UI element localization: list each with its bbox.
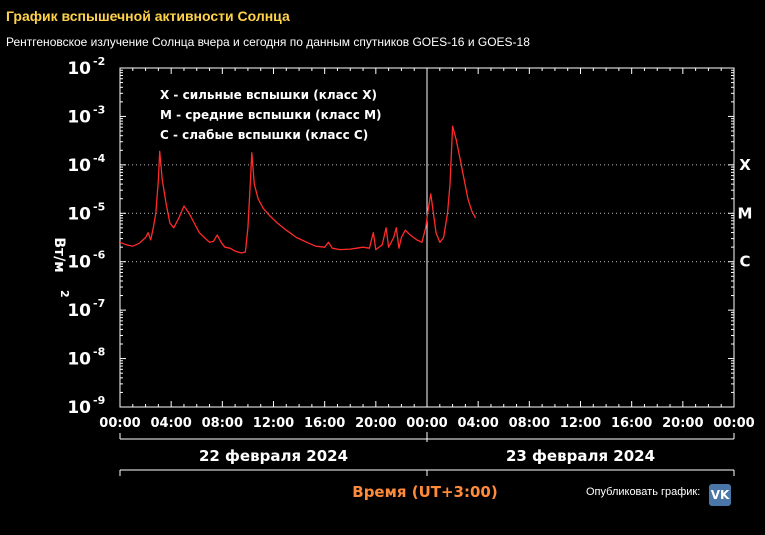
x-tick-label: 12:00 [253,416,294,431]
flux-series-line [119,125,477,254]
y-tick-label: 10 [67,398,91,418]
y-tick-label: 10 [67,204,91,224]
publish-label: Опубликовать график: [586,486,701,498]
y-tick-exponent: -2 [93,55,105,68]
x-tick-label: 08:00 [202,416,243,431]
x-tick-label: 20:00 [662,416,703,431]
y-tick-label: 10 [67,350,91,370]
x-tick-label: 00:00 [406,416,447,431]
legend-entry: M - средние вспышки (класс M) [160,108,382,122]
y-tick-label: 10 [67,107,91,127]
x-tick-label: 00:00 [713,416,754,431]
y-tick-exponent: -4 [93,152,106,165]
y-tick-exponent: -3 [93,103,105,116]
x-tick-label: 16:00 [611,416,652,431]
x-tick-label: 16:00 [304,416,345,431]
y-tick-exponent: -8 [93,346,105,359]
x-tick-label: 12:00 [560,416,601,431]
x-tick-label: 04:00 [150,416,191,431]
x-tick-label: 08:00 [509,416,550,431]
day-label: 23 февраля 2024 [506,447,655,465]
y-axis-label: Вт/м [51,237,67,272]
y-tick-exponent: -5 [93,200,105,213]
x-tick-label: 00:00 [99,416,140,431]
y-axis-label-power: 2 [58,290,71,298]
y-tick-label: 10 [67,59,91,79]
day-label: 22 февраля 2024 [199,447,348,465]
y-tick-label: 10 [67,156,91,176]
page-title: График вспышечной активности Солнца [6,8,290,24]
y-tick-exponent: -9 [93,394,105,407]
legend-entry: X - сильные вспышки (класс X) [160,88,377,102]
legend-entry: C - слабые вспышки (класс C) [160,128,368,142]
y-tick-label: 10 [67,301,91,321]
x-tick-label: 04:00 [457,416,498,431]
y-tick-label: 10 [67,253,91,273]
page-subtitle: Рентгеновское излучение Солнца вчера и с… [6,35,530,49]
vk-share-icon[interactable]: VK [709,484,731,506]
x-axis-title: Время (UT+3:00) [352,483,497,501]
y-tick-exponent: -6 [93,249,106,262]
x-tick-label: 20:00 [355,416,396,431]
class-label-m: M [738,204,753,222]
class-label-c: C [739,253,750,271]
class-label-x: X [739,156,751,174]
y-tick-exponent: -7 [93,297,105,310]
